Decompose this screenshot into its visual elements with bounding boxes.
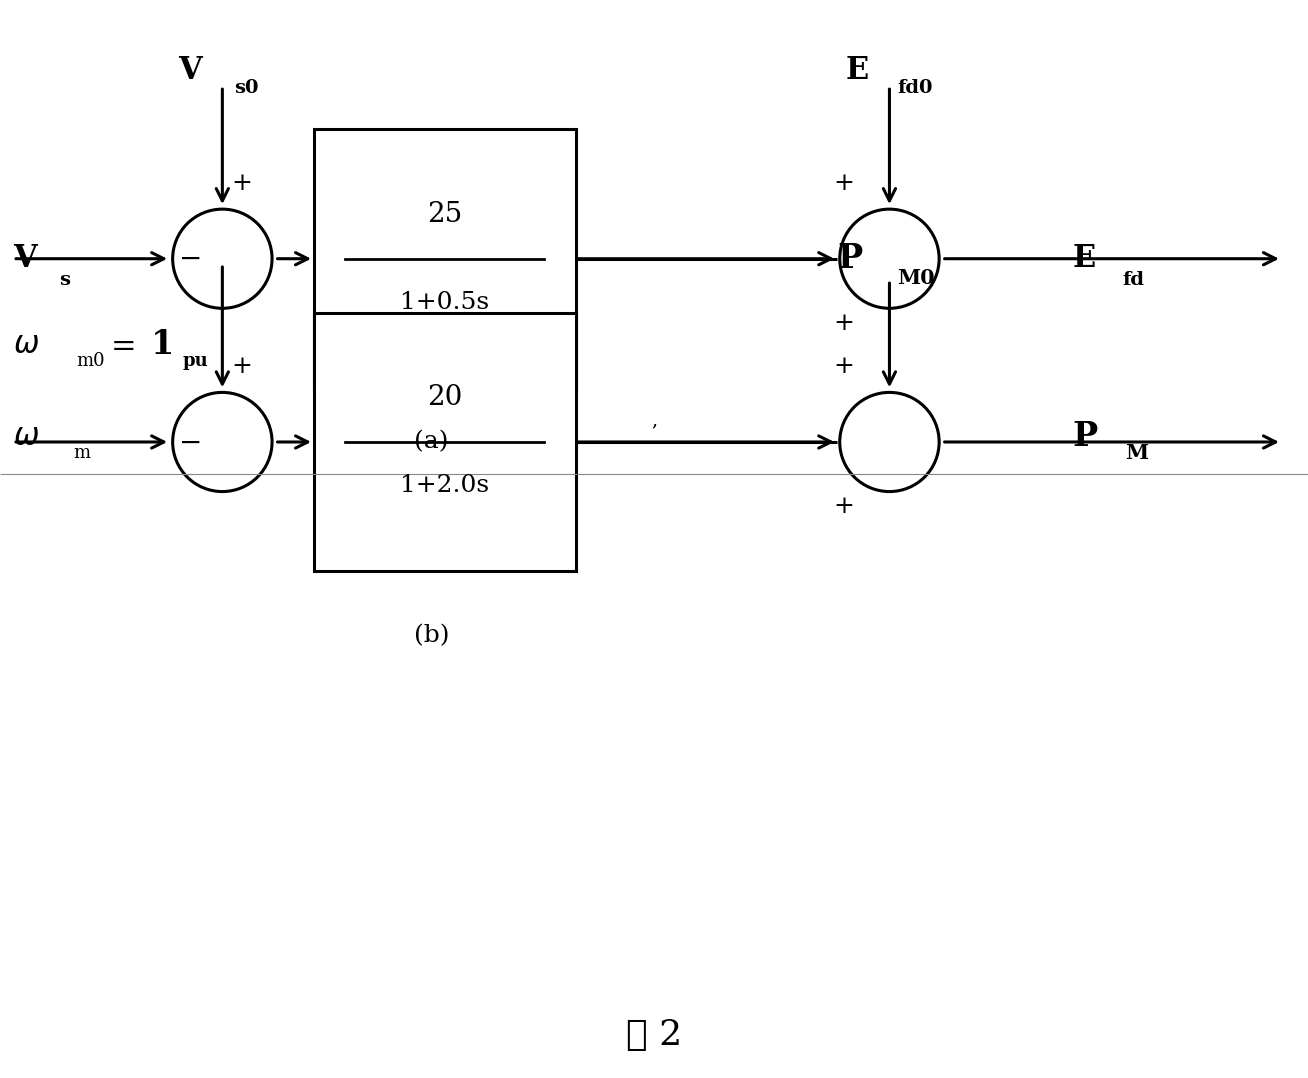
Text: +: + (232, 171, 252, 195)
Text: P: P (837, 243, 863, 275)
Text: 25: 25 (428, 202, 462, 229)
Text: (b): (b) (413, 624, 450, 648)
Bar (314, 129, 576, 388)
Text: m0: m0 (76, 353, 105, 370)
Text: fd0: fd0 (897, 80, 934, 97)
Text: m: m (73, 444, 90, 461)
Text: 1: 1 (150, 329, 174, 361)
Text: +: + (833, 171, 854, 195)
Text: 20: 20 (426, 385, 463, 412)
Text: E: E (845, 55, 869, 85)
Text: M0: M0 (897, 268, 934, 288)
Text: +: + (833, 312, 854, 335)
Text: s: s (59, 272, 69, 289)
Text: P: P (1073, 420, 1097, 453)
Text: =: = (111, 332, 137, 362)
Bar (314, 313, 576, 571)
Text: $-$: $-$ (178, 245, 201, 273)
Text: pu: pu (183, 353, 209, 370)
Text: 1+0.5s: 1+0.5s (400, 291, 489, 314)
Text: $-$: $-$ (178, 428, 201, 456)
Text: (a): (a) (415, 430, 449, 454)
Text: $\omega$: $\omega$ (13, 421, 39, 452)
Text: s0: s0 (234, 80, 258, 97)
Text: $\omega$: $\omega$ (13, 330, 39, 360)
Text: +: + (833, 355, 854, 378)
Text: 1+2.0s: 1+2.0s (400, 474, 489, 497)
Text: fd: fd (1122, 272, 1144, 289)
Text: +: + (232, 355, 252, 378)
Text: E: E (1073, 244, 1096, 274)
Text: 图 2: 图 2 (627, 1018, 681, 1052)
Text: V: V (13, 244, 37, 274)
Text: V: V (178, 55, 201, 85)
Text: +: + (833, 495, 854, 519)
Text: M: M (1125, 443, 1148, 462)
Text: ,: , (651, 412, 657, 429)
